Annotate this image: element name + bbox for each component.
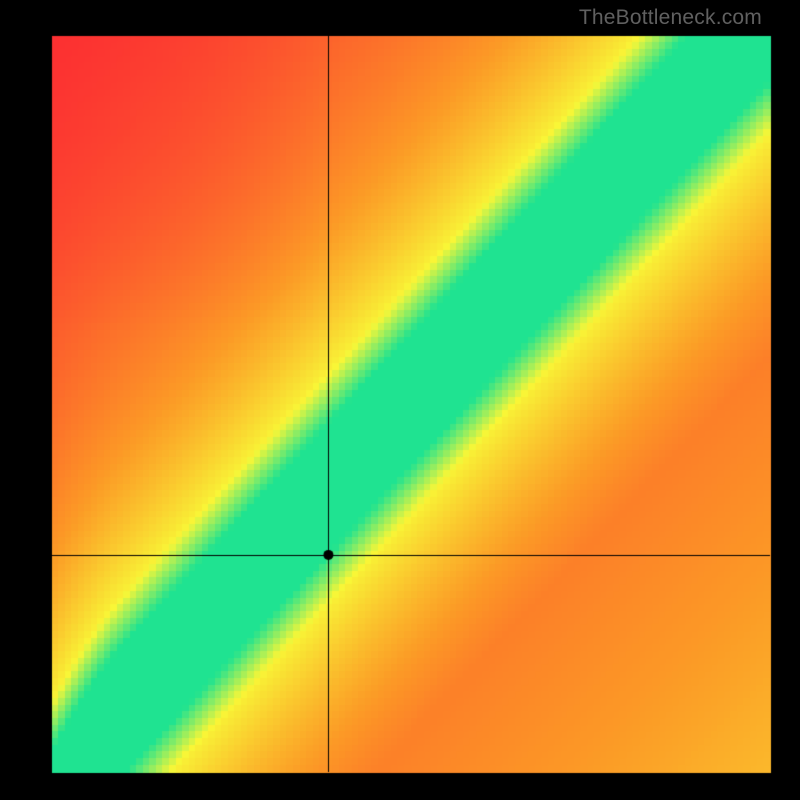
watermark-text: TheBottleneck.com: [579, 6, 762, 30]
heatmap-canvas: [0, 0, 800, 800]
chart-container: TheBottleneck.com: [0, 0, 800, 800]
